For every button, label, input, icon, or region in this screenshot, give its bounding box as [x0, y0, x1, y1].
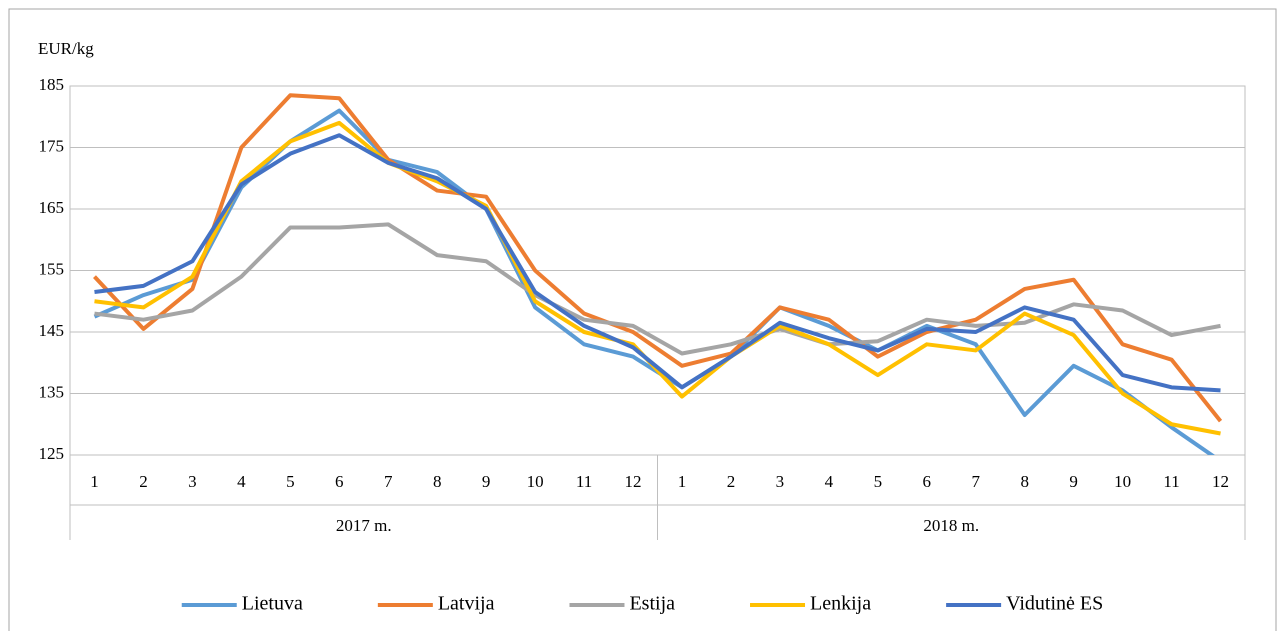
x-tick-label: 11 — [1163, 472, 1179, 491]
series-line — [94, 222, 1221, 356]
x-tick-label: 8 — [1020, 472, 1029, 491]
x-tick-label: 7 — [971, 472, 980, 491]
x-tick-label: 3 — [776, 472, 785, 491]
x-tick-label: 2 — [139, 472, 148, 491]
x-tick-label: 6 — [923, 472, 932, 491]
plot-area — [93, 93, 1223, 455]
x-tick-label: 10 — [1114, 472, 1131, 491]
group-label: 2018 m. — [923, 516, 979, 535]
y-axis-label: EUR/kg — [38, 39, 94, 58]
group-label: 2017 m. — [336, 516, 392, 535]
y-tick-label: 175 — [39, 136, 65, 155]
x-tick-label: 9 — [1069, 472, 1078, 491]
x-tick-label: 3 — [188, 472, 197, 491]
x-tick-label: 12 — [625, 472, 642, 491]
x-tick-label: 9 — [482, 472, 491, 491]
legend-label: Lietuva — [242, 593, 303, 615]
x-tick-label: 4 — [237, 472, 246, 491]
x-tick-label: 1 — [678, 472, 687, 491]
legend-label: Latvija — [438, 593, 495, 615]
x-tick-label: 10 — [527, 472, 544, 491]
x-tick-label: 11 — [576, 472, 592, 491]
x-tick-label: 5 — [874, 472, 883, 491]
x-tick-label: 12 — [1212, 472, 1229, 491]
series-line — [94, 120, 1221, 436]
x-tick-label: 5 — [286, 472, 295, 491]
y-tick-label: 165 — [39, 198, 65, 217]
x-tick-label: 7 — [384, 472, 393, 491]
series-line — [94, 133, 1221, 393]
x-tick-label: 8 — [433, 472, 442, 491]
y-tick-label: 125 — [39, 444, 65, 463]
y-tick-label: 185 — [39, 75, 65, 94]
x-tick-label: 2 — [727, 472, 736, 491]
x-tick-label: 1 — [90, 472, 99, 491]
x-tick-label: 4 — [825, 472, 834, 491]
x-tick-label: 6 — [335, 472, 344, 491]
legend-label: Lenkija — [810, 593, 871, 615]
legend-label: Estija — [629, 593, 675, 615]
legend-label: Vidutinė ES — [1006, 593, 1103, 615]
y-tick-label: 135 — [39, 382, 65, 401]
series-line — [93, 93, 1223, 423]
y-tick-label: 145 — [39, 321, 65, 340]
chart-border — [8, 8, 1277, 631]
y-tick-label: 155 — [39, 259, 65, 278]
